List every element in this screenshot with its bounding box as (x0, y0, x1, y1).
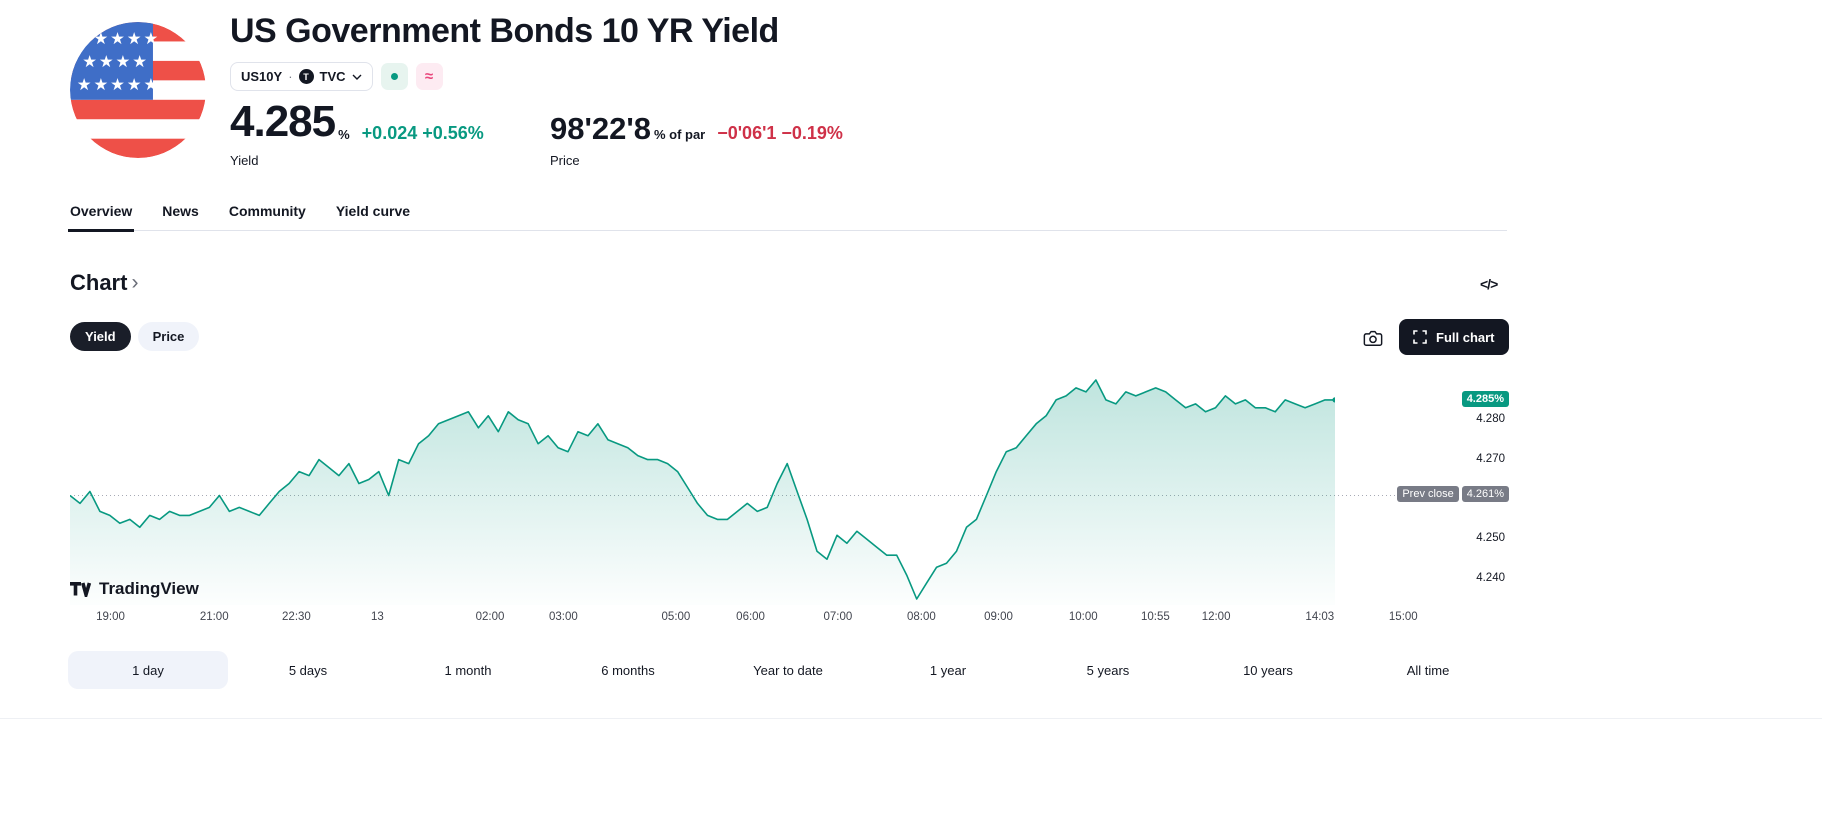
section-divider (0, 718, 1822, 719)
svg-text:★★★★: ★★★★ (82, 53, 149, 71)
x-axis-label: 12:00 (1201, 611, 1231, 623)
x-axis-label: 05:00 (661, 611, 691, 623)
price-label: Price (550, 153, 580, 168)
chart-section-link[interactable]: Chart › (70, 270, 138, 296)
yield-label: Yield (230, 153, 259, 168)
full-chart-label: Full chart (1436, 329, 1495, 345)
embed-code-icon[interactable]: </> (1480, 276, 1498, 292)
tradingview-wordmark: TradingView (99, 579, 199, 598)
x-axis-label: 10:55 (1140, 611, 1170, 623)
price-unit: % of par (653, 127, 706, 142)
symbol-row: US10Y · T TVC ≈ (230, 62, 443, 91)
x-axis-label: 22:30 (282, 611, 311, 623)
prev-close-value-badge: 4.261% (1461, 486, 1509, 503)
range-10-years[interactable]: 10 years (1188, 651, 1348, 689)
range-year-to-date[interactable]: Year to date (708, 651, 868, 689)
chart-section-title: Chart (70, 270, 128, 295)
chart-plot[interactable] (69, 370, 1338, 605)
delayed-data-indicator[interactable]: ≈ (415, 63, 443, 90)
svg-text:★★★★★: ★★★★★ (77, 30, 160, 48)
x-axis-label: 13 (370, 611, 384, 623)
yield-stat: 4.285 % +0.024 +0.56% Yield (230, 97, 484, 169)
us-flag-graphic: ★★★★★ ★★★★ ★★★★★ (70, 22, 206, 158)
range-all-time[interactable]: All time (1348, 651, 1508, 689)
us-flag-logo: ★★★★★ ★★★★ ★★★★★ (70, 22, 206, 158)
svg-text:★★★★★: ★★★★★ (77, 76, 160, 94)
prev-close-row: Prev close 4.261% (1397, 486, 1509, 503)
x-axis-label: 19:00 (96, 611, 125, 623)
x-axis-label: 07:00 (823, 611, 853, 623)
market-open-indicator[interactable] (380, 63, 408, 90)
camera-icon (1363, 330, 1383, 346)
y-axis-label: 4.250 (1476, 532, 1505, 545)
full-chart-button[interactable]: Full chart (1399, 319, 1509, 355)
range-bar: 1 day 5 days 1 month 6 months Year to da… (68, 651, 1508, 689)
y-axis-label: 4.240 (1476, 572, 1505, 585)
green-dot-icon (390, 73, 398, 80)
symbol-label: US10Y (241, 69, 283, 84)
exchange-label: TVC (319, 69, 346, 84)
range-1-day[interactable]: 1 day (68, 651, 228, 689)
x-axis-label: 06:00 (736, 611, 765, 623)
x-axis-label: 03:00 (548, 611, 578, 623)
tab-news[interactable]: News (162, 203, 199, 219)
current-value-badge: 4.285% (1461, 390, 1509, 407)
chevron-down-icon (352, 74, 362, 80)
symbol-switcher[interactable]: US10Y · T TVC (230, 62, 373, 91)
range-5-years[interactable]: 5 years (1028, 651, 1188, 689)
chart-x-axis: 19:00 21:00 22:30 13 02:00 03:00 05:00 06:00 07:… (70, 611, 1520, 627)
range-1-year[interactable]: 1 year (868, 651, 1028, 689)
x-axis-label: 02:00 (475, 611, 505, 623)
x-axis-label: 08:00 (906, 611, 936, 623)
x-axis-label: 10:00 (1068, 611, 1098, 623)
y-axis-label: 4.270 (1476, 452, 1505, 465)
range-5-days[interactable]: 5 days (228, 651, 388, 689)
chevron-right-icon: › (131, 271, 139, 294)
x-axis-label: 15:00 (1388, 611, 1418, 623)
range-6-months[interactable]: 6 months (548, 651, 708, 689)
prev-close-label-badge: Prev close (1397, 486, 1459, 503)
tab-yield-curve[interactable]: Yield curve (335, 203, 411, 219)
tab-overview[interactable]: Overview (68, 201, 135, 232)
chart-y-axis: 4.285% Prev close 4.261% 4.280 4.270 4.250… (1335, 370, 1515, 605)
x-axis-label: 21:00 (199, 611, 229, 623)
y-axis-label: 4.280 (1476, 412, 1505, 425)
tradingview-logo-icon (70, 582, 92, 597)
snapshot-camera-button[interactable] (1357, 322, 1389, 354)
price-change: −0'06'1 −0.19% (717, 123, 843, 143)
price-value: 98'22'8 (550, 111, 651, 146)
tab-community[interactable]: Community (228, 203, 306, 219)
price-stat: 98'22'8 % of par −0'06'1 −0.19% Price (550, 113, 843, 168)
fullscreen-icon (1413, 330, 1427, 344)
separator-dot: · (288, 69, 293, 84)
tvc-exchange-icon: T (298, 69, 314, 84)
prev-close-line (70, 495, 1407, 497)
tab-bar: Overview News Community Yield curve (68, 201, 1507, 232)
yield-toggle-button[interactable]: Yield (70, 322, 131, 351)
price-toggle-button[interactable]: Price (137, 322, 200, 351)
page-title: US Government Bonds 10 YR Yield (230, 12, 779, 50)
chart-mode-toggle-group: Yield Price (70, 322, 200, 351)
tradingview-attribution[interactable]: TradingView (70, 579, 199, 599)
x-axis-label: 09:00 (984, 611, 1013, 623)
yield-value: 4.285 (230, 97, 336, 146)
yield-unit: % (338, 127, 350, 142)
yield-change: +0.024 +0.56% (361, 123, 484, 143)
x-axis-label: 14:03 (1305, 611, 1335, 623)
range-1-month[interactable]: 1 month (388, 651, 548, 689)
